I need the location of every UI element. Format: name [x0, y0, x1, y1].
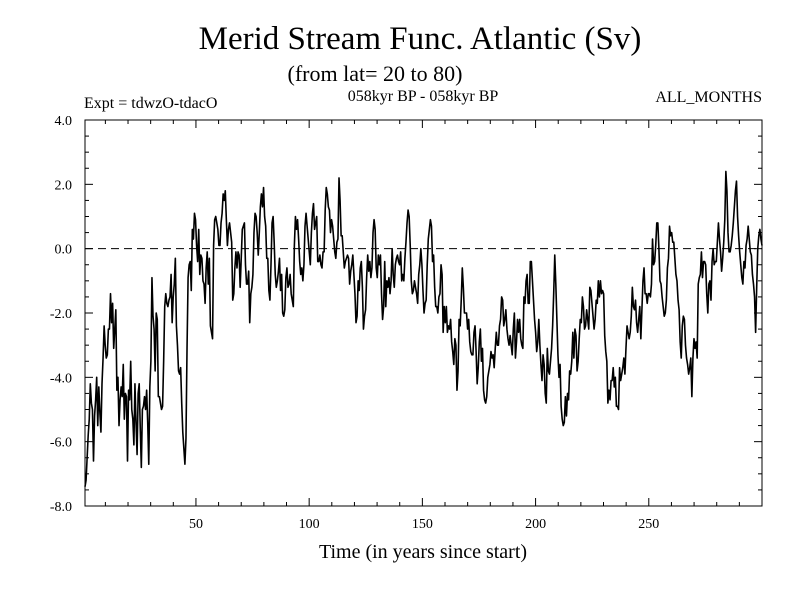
y-tick-label: -2.0 [50, 307, 72, 322]
months-label: ALL_MONTHS [655, 89, 762, 106]
y-tick-label: 4.0 [55, 114, 73, 129]
x-tick-label: 50 [189, 517, 203, 532]
x-tick-label: 100 [299, 517, 320, 532]
x-tick-label: 200 [525, 517, 546, 532]
x-tick-label: 150 [412, 517, 433, 532]
period-label: 058kyr BP - 058kyr BP [348, 88, 499, 105]
data-series-line [84, 170, 763, 487]
x-tick-label: 250 [638, 517, 659, 532]
y-tick-label: -8.0 [50, 500, 72, 515]
chart-subtitle: (from lat= 20 to 80) [288, 61, 463, 86]
chart-title: Merid Stream Func. Atlantic (Sv) [199, 21, 642, 57]
plot-area: 50 100 150 200 250 -8.0 -6.0 -4.0 -2.0 0.0 2.0 4.0 [50, 114, 763, 532]
experiment-label: Expt = tdwzO-tdacO [84, 95, 217, 112]
x-axis-label: Time (in years since start) [319, 541, 527, 563]
y-tick-label: -4.0 [50, 371, 72, 386]
y-tick-label: -6.0 [50, 436, 72, 451]
y-tick-label: 0.0 [55, 243, 73, 258]
y-tick-label: 2.0 [55, 178, 73, 193]
